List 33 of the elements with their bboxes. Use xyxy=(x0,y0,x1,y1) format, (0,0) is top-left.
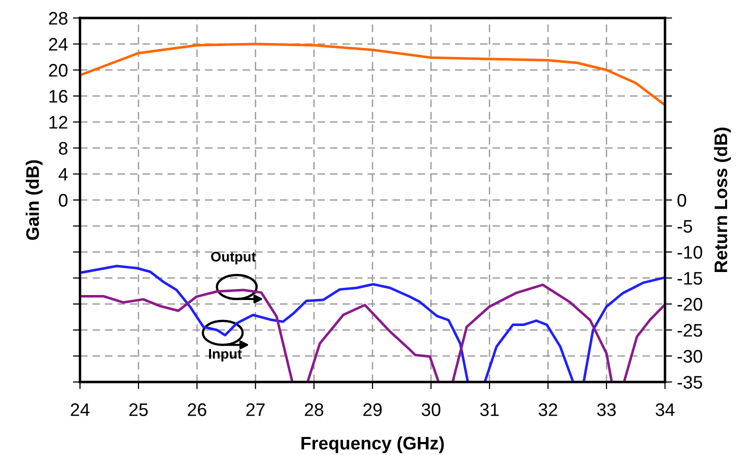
y2-tick-label: -5 xyxy=(678,220,692,233)
x-tick-label: 34 xyxy=(656,403,675,416)
y-tick-label: 24 xyxy=(49,38,68,51)
x-tick-label: 33 xyxy=(597,403,616,416)
y2-tick-label: -15 xyxy=(678,272,702,285)
y-tick-label: 28 xyxy=(49,12,68,25)
y2-tick-label: -30 xyxy=(678,350,702,363)
y2-tick-label: -10 xyxy=(678,246,702,259)
annotation: Output xyxy=(211,252,256,264)
y2-tick-label: -25 xyxy=(678,324,702,337)
x-tick-label: 27 xyxy=(246,403,265,416)
x-tick-label: 25 xyxy=(129,403,148,416)
y2-tick-label: -35 xyxy=(678,376,702,389)
x-tick-label: 32 xyxy=(538,403,558,416)
x-axis-title: Frequency (GHz) xyxy=(301,436,444,454)
x-tick-label: 31 xyxy=(480,403,499,416)
y2-tick-label: -20 xyxy=(678,298,702,311)
y-tick-label: 0 xyxy=(58,194,68,207)
y-tick-label: 8 xyxy=(58,142,68,155)
x-tick-label: 28 xyxy=(304,403,324,416)
y-axis-title: Gain (dB) xyxy=(26,160,43,240)
x-tick-label: 26 xyxy=(188,403,206,416)
y-tick-label: 12 xyxy=(49,116,68,129)
x-tick-label: 30 xyxy=(422,403,440,416)
x-tick-label: 24 xyxy=(70,403,90,416)
y-tick-label: 4 xyxy=(58,168,68,181)
y-tick-label: 20 xyxy=(49,64,68,77)
y2-axis-title: Return Loss (dB) xyxy=(714,128,731,272)
y2-tick-label: 0 xyxy=(678,194,686,207)
annotation: Input xyxy=(209,349,242,362)
y-tick-label: 16 xyxy=(49,90,68,103)
line-series xyxy=(80,42,665,106)
x-tick-label: 29 xyxy=(363,403,382,416)
